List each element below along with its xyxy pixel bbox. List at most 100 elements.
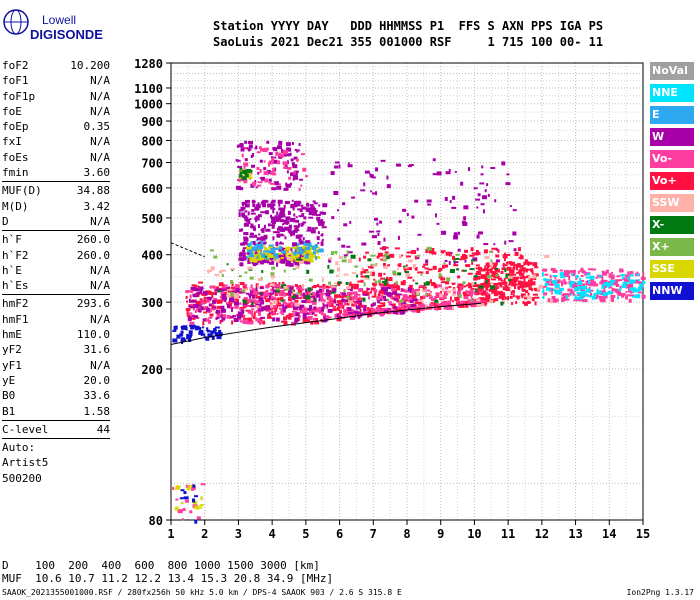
trace-point <box>230 280 234 285</box>
trace-point <box>291 314 297 317</box>
trace-point <box>472 257 478 262</box>
trace-point <box>354 293 358 297</box>
trace-point <box>420 296 426 300</box>
trace-point <box>337 304 341 309</box>
trace-point <box>317 283 320 287</box>
trace-point <box>268 152 273 156</box>
param-value: 33.6 <box>83 389 111 403</box>
trace-point <box>279 140 282 145</box>
trace-point <box>249 256 252 259</box>
trace-point <box>299 284 302 287</box>
trace-point <box>207 333 213 337</box>
trace-point <box>272 311 276 316</box>
trace-point <box>549 299 553 304</box>
trace-point <box>420 273 423 276</box>
param-row: M(D) 3.42 <box>2 199 110 214</box>
trace-point <box>290 158 294 162</box>
param-value: N/A <box>90 150 110 164</box>
trace-point <box>292 217 296 222</box>
trace-point <box>629 287 633 291</box>
trace-point <box>401 287 404 290</box>
trace-point <box>251 294 255 299</box>
trace-point <box>248 243 251 247</box>
trace-point <box>205 336 210 341</box>
trace-point <box>292 268 296 271</box>
trace-point <box>563 278 566 282</box>
param-value: 293.6 <box>76 297 110 311</box>
trace-point <box>284 305 288 309</box>
trace-point <box>463 296 469 300</box>
trace-point <box>290 305 295 309</box>
trace-point <box>625 290 628 293</box>
trace-point <box>240 257 245 262</box>
trace-point <box>387 254 390 257</box>
trace-point <box>477 193 481 197</box>
trace-point <box>622 281 628 285</box>
trace-point <box>254 206 260 211</box>
trace-point <box>315 210 318 213</box>
trace-point <box>283 321 288 326</box>
trace-point <box>512 231 517 236</box>
trace-point <box>226 314 231 319</box>
trace-point <box>295 216 298 219</box>
param-row: hmF2 293.6 <box>2 296 110 311</box>
trace-point <box>429 291 432 294</box>
trace-point <box>222 314 227 319</box>
trace-point <box>434 296 440 299</box>
trace-point <box>502 264 508 267</box>
trace-point <box>396 306 402 309</box>
trace-point <box>264 255 267 258</box>
trace-point <box>311 255 317 259</box>
trace-point <box>306 317 310 322</box>
param-value: N/A <box>90 89 110 103</box>
trace-point <box>303 216 307 220</box>
trace-point <box>244 158 248 162</box>
trace-point <box>494 268 500 273</box>
trace-point <box>294 170 299 173</box>
trace-point <box>251 200 256 203</box>
trace-point <box>270 205 273 210</box>
trace-point <box>267 252 272 257</box>
trace-point <box>265 308 271 312</box>
trace-point <box>610 271 613 274</box>
trace-point <box>290 232 293 237</box>
trace-point <box>277 145 283 150</box>
trace-point <box>486 275 492 279</box>
trace-point <box>524 296 528 300</box>
trace-point <box>409 300 414 304</box>
trace-point <box>333 305 336 309</box>
trace-point <box>289 286 294 289</box>
trace-point <box>277 152 281 157</box>
trace-point <box>388 277 393 282</box>
trace-point <box>221 294 226 299</box>
trace-point <box>311 207 317 212</box>
trace-point <box>543 292 548 296</box>
trace-point <box>283 219 289 224</box>
trace-point <box>600 298 606 303</box>
trace-point <box>485 279 488 284</box>
trace-point <box>511 302 514 306</box>
trace-point <box>275 317 280 322</box>
trace-point <box>497 277 502 281</box>
trace-point <box>464 255 468 260</box>
trace-point <box>397 264 402 267</box>
trace-point <box>319 311 324 314</box>
trace-point <box>255 186 258 189</box>
trace-point <box>175 498 179 501</box>
trace-point <box>301 259 307 264</box>
trace-point <box>404 271 409 274</box>
trace-point <box>554 283 560 288</box>
trace-point <box>625 285 630 289</box>
trace-point <box>466 284 469 287</box>
trace-point <box>340 291 344 296</box>
trace-point <box>403 267 409 270</box>
trace-point <box>256 239 259 242</box>
param-row: foEp 0.35 <box>2 119 110 134</box>
trace-point <box>469 268 475 271</box>
trace-point <box>321 240 324 243</box>
trace-point <box>472 299 477 302</box>
trace-point <box>560 282 563 287</box>
trace-point <box>590 289 594 292</box>
trace-point <box>505 262 508 265</box>
trace-point <box>435 302 439 305</box>
